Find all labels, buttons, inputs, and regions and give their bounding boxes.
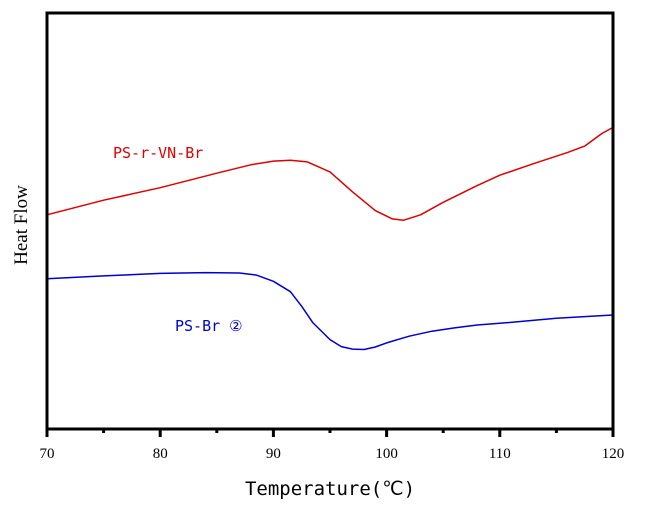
x-tick-label: 90 [266,446,281,462]
x-tick-label: 100 [375,446,398,462]
x-tick-label: 70 [40,446,55,462]
series-line-1 [46,271,614,351]
series-label-ps-r-vn-br: PS-r-VN-Br [113,144,203,162]
series-line-0 [46,126,614,221]
x-axis-title: Temperature(℃) [245,478,415,500]
x-axis-ticks [45,429,615,437]
x-tick-label: 120 [602,446,625,462]
x-tick-label: 110 [489,446,511,462]
x-tick-label: 80 [153,446,168,462]
series-label-ps-br: PS-Br ② [175,317,243,335]
series-layer [46,126,614,351]
plot-frame [45,11,615,431]
x-axis-tick-labels: 70 80 90 100 110 120 [40,446,625,462]
y-axis-title: Heat Flow [11,185,32,265]
